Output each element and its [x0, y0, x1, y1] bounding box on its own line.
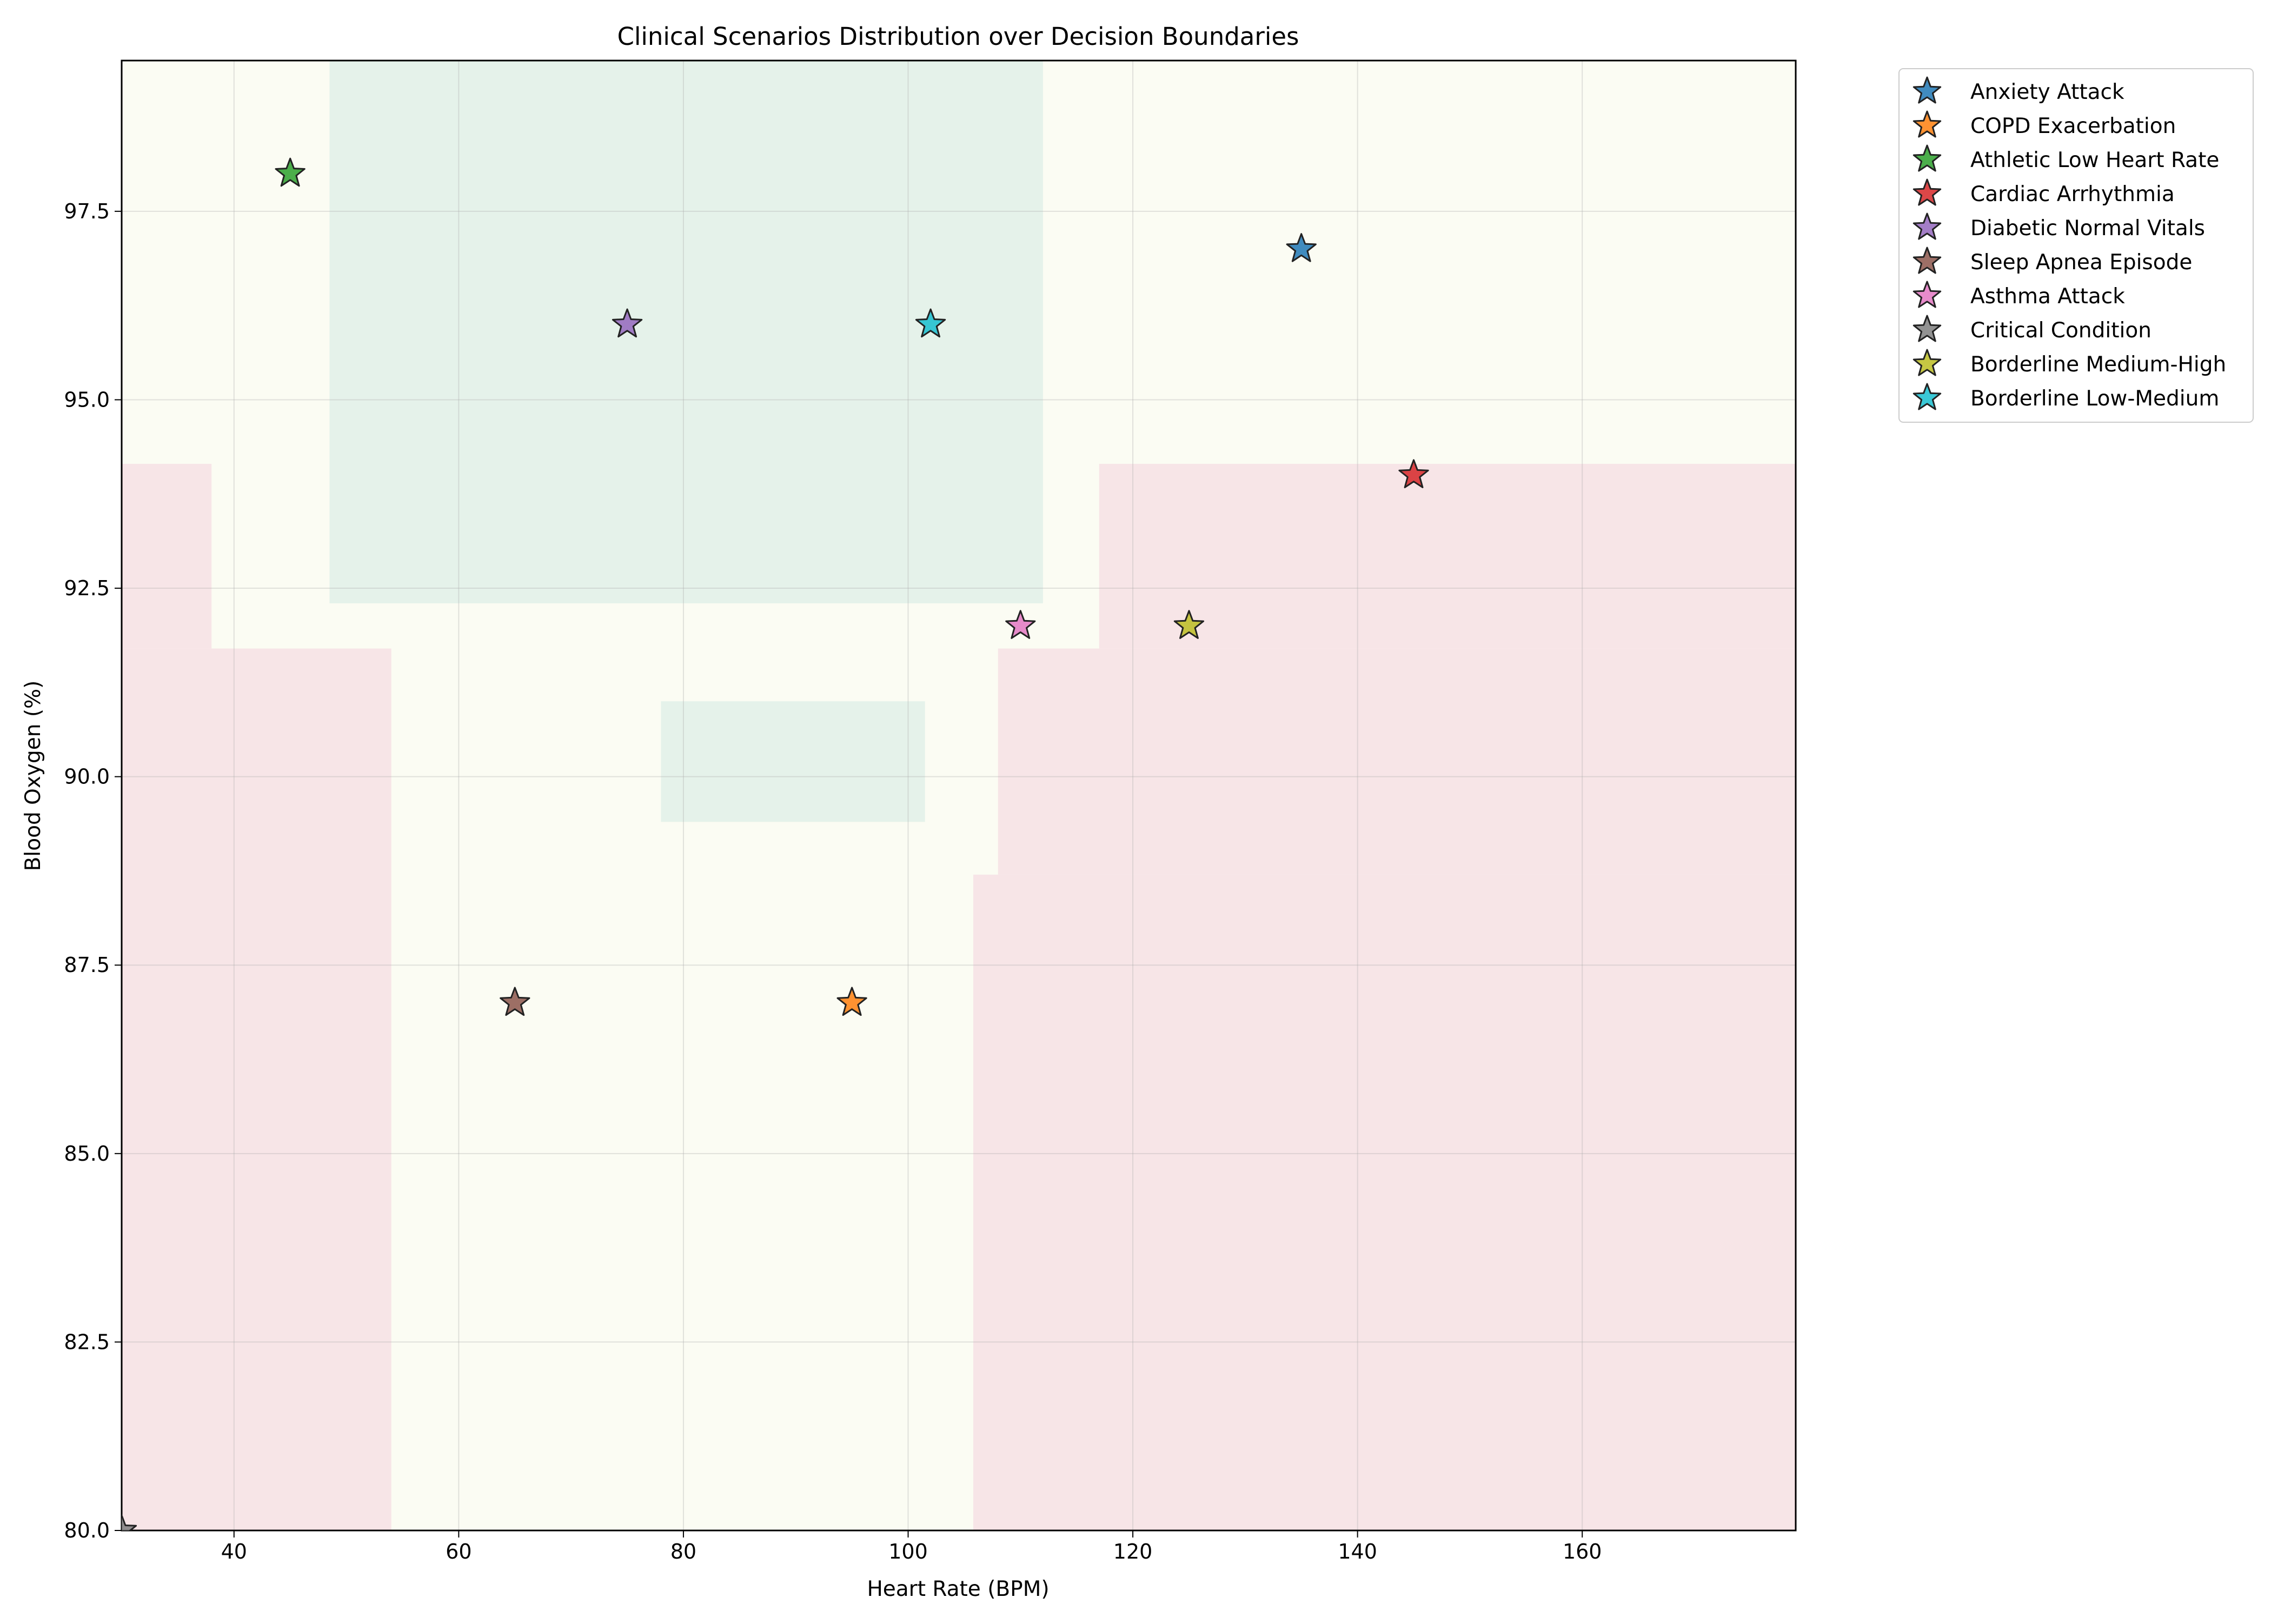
legend-marker-sleep-apnea-episode	[1913, 247, 1942, 274]
axis-ticks: 40 60 80 100 120 140 160 80.0 82.5 85.0 87.5 90.0 92…	[64, 199, 1602, 1563]
legend-marker-cardiac-arrhythmia	[1913, 178, 1942, 206]
y-tick-label: 97.5	[64, 199, 110, 223]
legend-label-borderline-medium-high: Borderline Medium-High	[1970, 352, 2226, 377]
point-sleep-apnea-episode	[500, 987, 530, 1016]
region-high	[973, 874, 1796, 1530]
legend-label-anxiety-attack: Anxiety Attack	[1970, 80, 2124, 104]
y-tick-label: 82.5	[64, 1330, 110, 1354]
y-tick-label: 87.5	[64, 953, 110, 977]
region-low	[661, 701, 925, 822]
legend-label-critical-condition: Critical Condition	[1970, 318, 2152, 343]
point-borderline-medium-high	[1173, 610, 1205, 639]
x-tick-label: 160	[1563, 1540, 1602, 1563]
point-borderline-low-medium	[915, 308, 946, 338]
x-tick-label: 140	[1338, 1540, 1377, 1563]
point-anxiety-attack	[1286, 233, 1317, 262]
legend-marker-borderline-low-medium	[1913, 383, 1942, 410]
point-diabetic-normal-vitals	[612, 308, 643, 338]
x-tick-label: 60	[446, 1540, 472, 1563]
legend-label-borderline-low-medium: Borderline Low-Medium	[1970, 387, 2219, 411]
point-critical-condition	[122, 1514, 137, 1530]
legend-label-sleep-apnea-episode: Sleep Apnea Episode	[1970, 250, 2192, 275]
legend-marker-asthma-attack	[1913, 281, 1942, 308]
legend-marker-borderline-medium-high	[1913, 349, 1942, 376]
x-tick-label: 100	[888, 1540, 928, 1563]
legend-label-copd-exacerbation: COPD Exacerbation	[1970, 114, 2176, 138]
y-tick-label: 80.0	[64, 1519, 110, 1542]
point-asthma-attack	[1005, 610, 1036, 639]
data-points	[122, 157, 1429, 1530]
legend-marker-athletic-low-heart-rate	[1913, 144, 1942, 172]
plot-frame	[121, 59, 1797, 1532]
legend-frame	[1898, 68, 2254, 423]
decision-regions	[122, 61, 1796, 1530]
y-tick-label: 92.5	[64, 576, 110, 600]
region-high	[1099, 463, 1796, 649]
legend-label-cardiac-arrhythmia: Cardiac Arrhythmia	[1970, 182, 2175, 207]
x-axis-label: Heart Rate (BPM)	[867, 1577, 1049, 1601]
legend-marker-diabetic-normal-vitals	[1913, 212, 1942, 240]
legend-marker-critical-condition	[1913, 315, 1942, 342]
point-athletic-low-heart-rate	[275, 157, 306, 187]
region-high	[998, 648, 1796, 875]
x-tick-label: 80	[670, 1540, 696, 1563]
legend-label-diabetic-normal-vitals: Diabetic Normal Vitals	[1970, 216, 2205, 241]
chart-title: Clinical Scenarios Distribution over Dec…	[617, 22, 1299, 51]
point-cardiac-arrhythmia	[1398, 459, 1429, 488]
legend-marker-anxiety-attack	[1913, 76, 1942, 104]
legend: Anxiety Attack COPD Exacerbation Athletic …	[1898, 68, 2254, 423]
region-high	[122, 648, 391, 1530]
x-tick-label: 120	[1113, 1540, 1153, 1563]
y-tick-label: 95.0	[64, 388, 110, 411]
point-copd-exacerbation	[836, 987, 867, 1016]
y-tick-label: 85.0	[64, 1142, 110, 1166]
region-high	[122, 463, 212, 649]
y-tick-label: 90.0	[64, 765, 110, 789]
legend-label-athletic-low-heart-rate: Athletic Low Heart Rate	[1970, 148, 2219, 172]
x-tick-label: 40	[221, 1540, 247, 1563]
legend-marker-copd-exacerbation	[1913, 110, 1942, 138]
legend-label-asthma-attack: Asthma Attack	[1970, 284, 2125, 309]
y-axis-label: Blood Oxygen (%)	[21, 681, 45, 871]
